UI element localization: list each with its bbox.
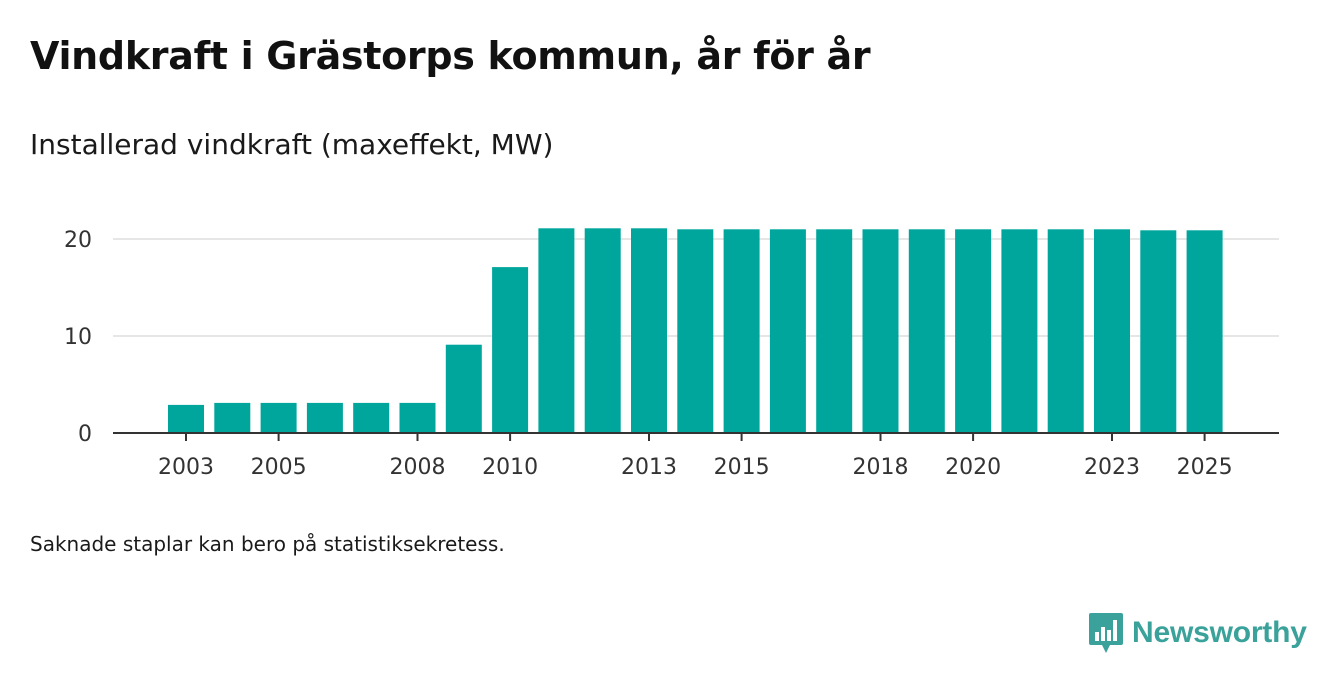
bar-2012	[584, 228, 621, 433]
x-tick-label: 2003	[158, 455, 214, 480]
chart-subtitle: Installerad vindkraft (maxeffekt, MW)	[30, 128, 554, 161]
bar-2017	[816, 229, 853, 433]
newsworthy-logo[interactable]: Newsworthy	[1088, 611, 1307, 655]
x-tick-label: 2018	[853, 455, 909, 480]
bar-chart-speech-bubble-icon	[1089, 613, 1123, 653]
bar-2009	[445, 344, 482, 433]
y-tick-label: 20	[64, 228, 92, 253]
bar-2005	[260, 402, 297, 433]
bar-2008	[399, 402, 436, 433]
bar-2013	[631, 228, 667, 433]
chart-title: Vindkraft i Grästorps kommun, år för år	[30, 34, 871, 78]
x-tick-label: 2013	[621, 455, 677, 480]
x-tick-label: 2025	[1177, 455, 1233, 480]
footnote: Saknade staplar kan bero på statistiksek…	[30, 532, 505, 556]
bar-2003	[168, 404, 204, 433]
brand-name: Newsworthy	[1132, 616, 1307, 649]
bar-2018	[862, 229, 899, 433]
tick-labels: 0 10 20 2003 2005 2008 2010 2013 2015 2018 2020 202…	[64, 228, 1233, 480]
bar-2011	[538, 228, 575, 433]
x-tick-label: 2020	[945, 455, 1001, 480]
bar-2019	[908, 229, 945, 433]
bar-2022	[1047, 229, 1084, 433]
x-tick-label: 2008	[390, 455, 446, 480]
y-tick-label: 10	[64, 325, 92, 350]
bar-2007	[353, 402, 390, 433]
bar-2020	[955, 229, 992, 433]
bar-2006	[306, 402, 343, 433]
bars	[168, 228, 1223, 433]
bar-2010	[492, 267, 529, 433]
axes	[113, 432, 1279, 441]
y-tick-label: 0	[78, 422, 92, 447]
x-tick-label: 2010	[482, 455, 538, 480]
x-tick-label: 2005	[251, 455, 307, 480]
bar-2015	[723, 229, 760, 433]
bar-chart: 0 10 20 2003 2005 2008 2010 2013 2015 2018 2020 202…	[64, 228, 1279, 480]
x-tick-label: 2023	[1084, 455, 1140, 480]
bar-2023	[1094, 229, 1130, 433]
bar-2021	[1001, 229, 1038, 433]
x-tick-label: 2015	[714, 455, 770, 480]
bar-2025	[1186, 230, 1223, 433]
bar-2004	[214, 402, 251, 433]
bar-2014	[677, 229, 714, 433]
bar-2016	[769, 229, 806, 433]
bar-2024	[1140, 230, 1177, 433]
